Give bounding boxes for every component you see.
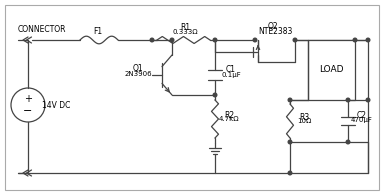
Text: 2N3906: 2N3906 (124, 71, 152, 77)
Text: Q1: Q1 (133, 65, 143, 74)
Text: 14V DC: 14V DC (42, 100, 70, 110)
Circle shape (150, 38, 154, 42)
Circle shape (213, 38, 217, 42)
Circle shape (288, 171, 292, 175)
Circle shape (253, 38, 257, 42)
Circle shape (346, 98, 350, 102)
Circle shape (353, 38, 357, 42)
Text: 0.1μF: 0.1μF (221, 72, 241, 78)
Text: F1: F1 (93, 27, 103, 35)
Text: LOAD: LOAD (319, 66, 344, 74)
Text: NTE2383: NTE2383 (258, 27, 292, 36)
Text: 470μF: 470μF (351, 117, 373, 123)
Text: 10Ω: 10Ω (297, 118, 311, 124)
Text: R3: R3 (299, 113, 309, 121)
Circle shape (170, 38, 174, 42)
Text: Q2: Q2 (268, 22, 278, 32)
Text: C1: C1 (226, 66, 236, 74)
Text: C2: C2 (357, 111, 367, 120)
Circle shape (213, 93, 217, 97)
Text: 0.333Ω: 0.333Ω (172, 29, 198, 35)
Circle shape (366, 98, 370, 102)
Circle shape (288, 98, 292, 102)
Circle shape (11, 88, 45, 122)
Text: 4.7kΩ: 4.7kΩ (218, 116, 239, 122)
Text: +: + (24, 94, 32, 104)
Circle shape (288, 140, 292, 144)
Circle shape (293, 38, 297, 42)
Text: R1: R1 (180, 22, 190, 32)
Bar (308, 40, 355, 100)
Text: −: − (23, 106, 33, 116)
Circle shape (366, 38, 370, 42)
Text: R2: R2 (224, 111, 234, 120)
Text: CONNECTOR: CONNECTOR (18, 26, 66, 35)
Circle shape (346, 140, 350, 144)
